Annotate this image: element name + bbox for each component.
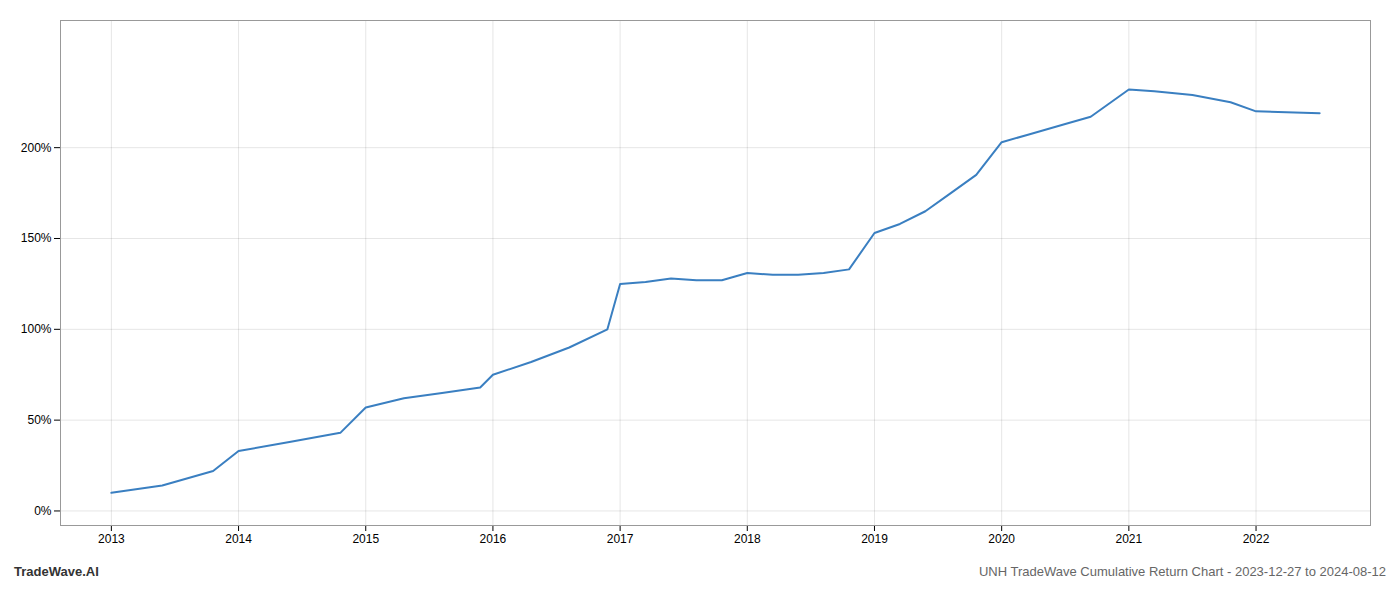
svg-text:0%: 0% <box>34 504 52 518</box>
svg-text:2021: 2021 <box>1115 532 1142 546</box>
svg-text:2017: 2017 <box>607 532 634 546</box>
html-text:TradeWave.AI: TradeWave.AI <box>14 564 99 579</box>
svg-text:2013: 2013 <box>98 532 125 546</box>
svg-text:100%: 100% <box>21 322 52 336</box>
svg-text:2022: 2022 <box>1243 532 1270 546</box>
svg-text:2020: 2020 <box>988 532 1015 546</box>
html-text:UNH TradeWave Cumulative Retur: UNH TradeWave Cumulative Return Chart - … <box>978 564 1386 579</box>
svg-text:150%: 150% <box>21 231 52 245</box>
svg-text:2019: 2019 <box>861 532 888 546</box>
svg-text:2016: 2016 <box>480 532 507 546</box>
svg-text:2015: 2015 <box>352 532 379 546</box>
svg-text:2014: 2014 <box>225 532 252 546</box>
svg-text:2018: 2018 <box>734 532 761 546</box>
svg-text:50%: 50% <box>27 413 51 427</box>
svg-text:200%: 200% <box>21 140 52 154</box>
